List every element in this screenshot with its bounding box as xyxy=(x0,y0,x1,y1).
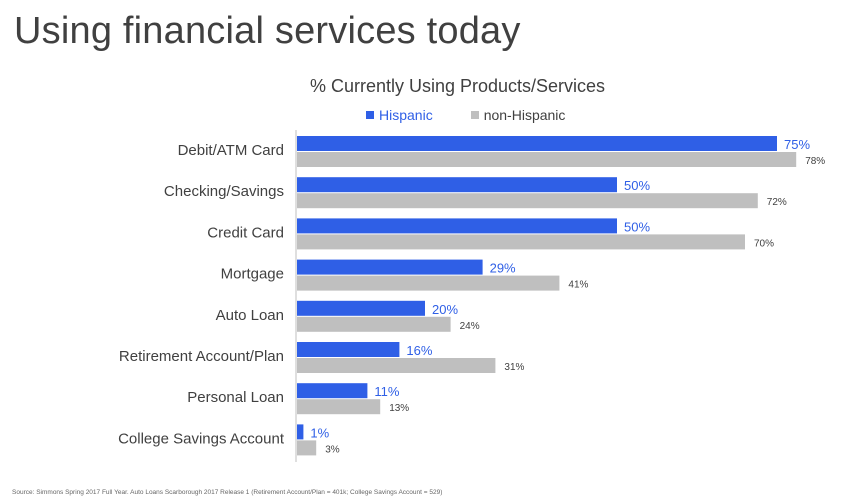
legend-swatch-non-hispanic xyxy=(470,111,479,119)
data-label-hispanic: 1% xyxy=(310,425,329,440)
data-label-non-hispanic: 24% xyxy=(460,321,480,332)
bar-non-hispanic xyxy=(297,275,560,291)
bar-hispanic xyxy=(297,383,368,399)
data-label-hispanic: 50% xyxy=(624,178,650,193)
data-label-non-hispanic: 41% xyxy=(568,280,588,291)
bar-hispanic xyxy=(297,259,483,275)
bar-hispanic xyxy=(297,218,617,234)
category-label: Checking/Savings xyxy=(164,183,284,200)
bar-hispanic xyxy=(297,177,617,193)
data-label-non-hispanic: 72% xyxy=(767,197,787,208)
legend-swatch-hispanic xyxy=(366,111,374,119)
bar-hispanic xyxy=(297,424,304,440)
legend-item-non-hispanic: non-Hispanic xyxy=(470,107,566,123)
data-label-non-hispanic: 70% xyxy=(754,238,774,249)
data-label-hispanic: 75% xyxy=(784,137,810,152)
legend-label-non-hispanic: non-Hispanic xyxy=(483,107,566,123)
bar-non-hispanic xyxy=(297,399,381,415)
category-label: Credit Card xyxy=(207,224,284,241)
category-label: Retirement Account/Plan xyxy=(119,348,284,365)
bar-hispanic xyxy=(297,136,777,151)
data-label-hispanic: 11% xyxy=(374,384,399,399)
bar-non-hispanic xyxy=(297,440,317,456)
legend-item-hispanic: Hispanic xyxy=(366,107,433,123)
bar-hispanic xyxy=(297,300,425,316)
chart-legend: Hispanic non-Hispanic xyxy=(366,107,603,123)
bar-non-hispanic xyxy=(297,316,451,332)
category-label: Debit/ATM Card xyxy=(178,142,284,159)
category-label: Personal Loan xyxy=(187,389,284,406)
category-label: Auto Loan xyxy=(216,307,284,324)
data-label-non-hispanic: 78% xyxy=(805,156,825,167)
category-label: College Savings Account xyxy=(118,430,285,447)
data-label-hispanic: 20% xyxy=(432,302,458,317)
slide-title: Using financial services today xyxy=(14,10,521,52)
category-label: Mortgage xyxy=(221,266,284,283)
bar-non-hispanic xyxy=(297,193,758,209)
bar-non-hispanic xyxy=(297,234,745,250)
data-label-hispanic: 16% xyxy=(406,343,432,358)
bar-hispanic xyxy=(297,342,400,357)
data-label-non-hispanic: 31% xyxy=(504,362,524,373)
bar-non-hispanic xyxy=(297,152,797,167)
source-note: Source: Simmons Spring 2017 Full Year. A… xyxy=(12,489,443,496)
data-label-hispanic: 29% xyxy=(490,261,516,276)
data-label-hispanic: 50% xyxy=(624,219,650,234)
bar-non-hispanic xyxy=(297,358,496,373)
data-label-non-hispanic: 3% xyxy=(325,444,340,455)
data-label-non-hispanic: 13% xyxy=(389,403,409,414)
legend-label-hispanic: Hispanic xyxy=(379,107,433,123)
chart-title: % Currently Using Products/Services xyxy=(309,76,606,96)
